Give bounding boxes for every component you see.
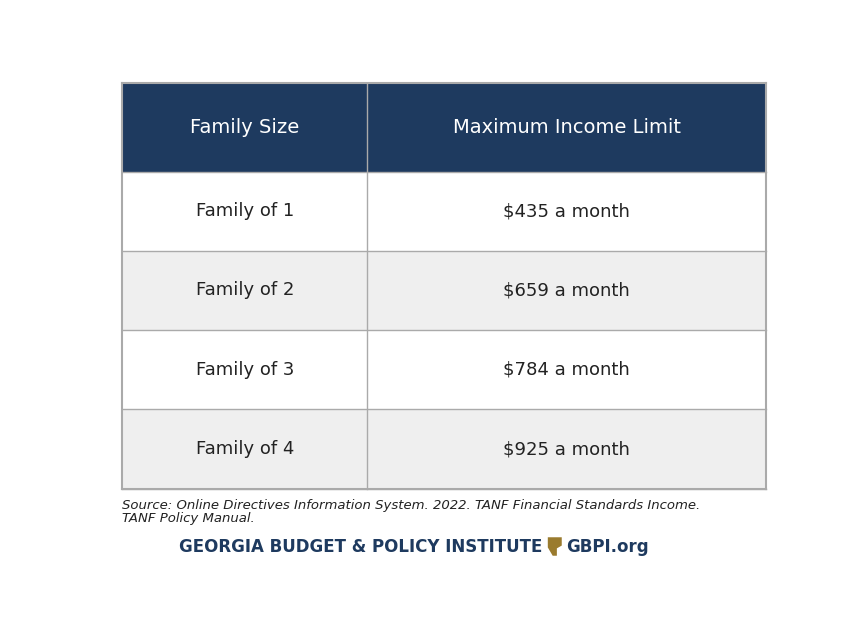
Polygon shape <box>548 537 562 556</box>
Text: GEORGIA BUDGET & POLICY INSTITUTE: GEORGIA BUDGET & POLICY INSTITUTE <box>179 538 543 556</box>
Text: Family of 4: Family of 4 <box>195 440 294 458</box>
Bar <box>122 83 367 172</box>
Text: Family of 2: Family of 2 <box>195 282 294 300</box>
Bar <box>122 410 367 489</box>
Bar <box>122 172 367 251</box>
Bar <box>367 83 766 172</box>
Text: Maximum Income Limit: Maximum Income Limit <box>453 118 681 137</box>
Text: $925 a month: $925 a month <box>503 440 630 458</box>
Text: Source: Online Directives Information System. 2022. TANF Financial Standards Inc: Source: Online Directives Information Sy… <box>122 499 701 512</box>
Bar <box>122 251 367 330</box>
Text: Family of 1: Family of 1 <box>196 202 294 220</box>
Bar <box>367 330 766 410</box>
Bar <box>367 172 766 251</box>
Text: $435 a month: $435 a month <box>503 202 630 220</box>
Text: $659 a month: $659 a month <box>504 282 630 300</box>
Text: Family Size: Family Size <box>190 118 299 137</box>
Bar <box>122 330 367 410</box>
Text: $784 a month: $784 a month <box>504 361 630 379</box>
Text: TANF Policy Manual.: TANF Policy Manual. <box>122 512 255 525</box>
Text: GBPI.org: GBPI.org <box>566 538 649 556</box>
Bar <box>367 251 766 330</box>
Bar <box>367 410 766 489</box>
Text: Family of 3: Family of 3 <box>195 361 294 379</box>
